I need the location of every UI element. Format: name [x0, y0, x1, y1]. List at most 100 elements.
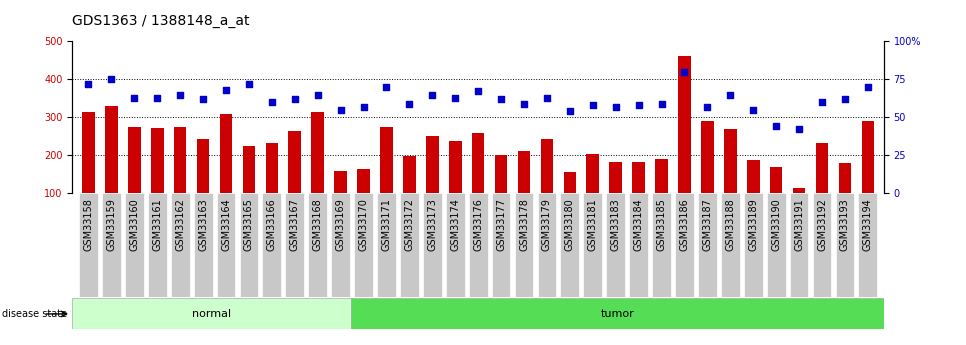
Bar [219, 114, 233, 231]
Point [746, 107, 761, 112]
Point [631, 102, 646, 108]
Bar [747, 160, 759, 231]
Point [127, 95, 142, 100]
Text: GSM33167: GSM33167 [290, 198, 299, 251]
Text: GSM33187: GSM33187 [702, 198, 712, 251]
FancyBboxPatch shape [240, 193, 258, 297]
Bar [678, 56, 691, 231]
Text: GSM33190: GSM33190 [771, 198, 781, 251]
Text: GSM33170: GSM33170 [358, 198, 369, 251]
Point [768, 124, 783, 129]
Text: GSM33158: GSM33158 [83, 198, 94, 251]
Point [103, 77, 119, 82]
Bar [289, 130, 301, 231]
Text: tumor: tumor [601, 309, 634, 319]
Point [699, 104, 715, 109]
FancyBboxPatch shape [698, 193, 717, 297]
Point [585, 102, 601, 108]
Bar [381, 127, 393, 231]
Text: GSM33168: GSM33168 [313, 198, 323, 251]
FancyBboxPatch shape [308, 193, 327, 297]
Text: GSM33171: GSM33171 [382, 198, 391, 251]
Point [860, 84, 875, 90]
FancyBboxPatch shape [859, 193, 877, 297]
Point [287, 96, 302, 102]
Bar [82, 111, 95, 231]
FancyBboxPatch shape [285, 193, 304, 297]
Text: GSM33183: GSM33183 [611, 198, 621, 251]
Text: GSM33161: GSM33161 [153, 198, 162, 251]
Point [447, 95, 463, 100]
Text: GSM33180: GSM33180 [565, 198, 575, 251]
Bar [311, 111, 324, 231]
Text: disease state: disease state [3, 309, 68, 319]
FancyBboxPatch shape [789, 193, 809, 297]
Bar [403, 156, 415, 231]
Bar [541, 139, 554, 231]
Point [470, 89, 486, 94]
Bar [724, 129, 737, 231]
Text: GSM33162: GSM33162 [175, 198, 185, 251]
Point [333, 107, 349, 112]
Bar [518, 151, 530, 231]
Point [173, 92, 188, 97]
Text: GSM33160: GSM33160 [129, 198, 139, 251]
Text: GSM33192: GSM33192 [817, 198, 827, 251]
Point [379, 84, 394, 90]
FancyBboxPatch shape [423, 193, 441, 297]
Bar [351, 298, 884, 329]
Bar [815, 143, 828, 231]
Point [838, 96, 853, 102]
FancyBboxPatch shape [400, 193, 419, 297]
Text: normal: normal [192, 309, 231, 319]
Text: GSM33188: GSM33188 [725, 198, 735, 251]
Bar [426, 136, 439, 231]
FancyBboxPatch shape [469, 193, 488, 297]
Text: GSM33159: GSM33159 [106, 198, 117, 251]
Bar [128, 127, 141, 231]
Point [539, 95, 554, 100]
Text: GSM33169: GSM33169 [335, 198, 346, 251]
Point [150, 95, 165, 100]
Point [310, 92, 326, 97]
FancyBboxPatch shape [79, 193, 98, 297]
Text: GSM33186: GSM33186 [679, 198, 690, 251]
Bar [357, 169, 370, 231]
Point [791, 127, 807, 132]
Bar [586, 154, 599, 231]
Bar [610, 162, 622, 231]
FancyBboxPatch shape [355, 193, 373, 297]
FancyBboxPatch shape [492, 193, 510, 297]
Point [355, 104, 371, 109]
Point [562, 108, 578, 114]
Bar [242, 146, 255, 231]
Point [494, 96, 509, 102]
FancyBboxPatch shape [560, 193, 580, 297]
Bar [174, 127, 186, 231]
FancyBboxPatch shape [537, 193, 556, 297]
Text: GDS1363 / 1388148_a_at: GDS1363 / 1388148_a_at [72, 13, 250, 28]
Bar [838, 163, 851, 231]
FancyBboxPatch shape [812, 193, 832, 297]
FancyBboxPatch shape [767, 193, 785, 297]
FancyBboxPatch shape [721, 193, 740, 297]
FancyBboxPatch shape [446, 193, 465, 297]
FancyBboxPatch shape [652, 193, 671, 297]
Text: GSM33164: GSM33164 [221, 198, 231, 251]
FancyBboxPatch shape [744, 193, 762, 297]
Text: GSM33163: GSM33163 [198, 198, 208, 251]
Bar [471, 133, 485, 231]
Point [264, 99, 279, 105]
Text: GSM33189: GSM33189 [749, 198, 758, 251]
FancyBboxPatch shape [515, 193, 533, 297]
Bar [449, 141, 462, 231]
Text: GSM33193: GSM33193 [839, 198, 850, 251]
Text: GSM33194: GSM33194 [863, 198, 873, 251]
Text: GSM33181: GSM33181 [587, 198, 598, 251]
Bar [793, 188, 806, 231]
FancyBboxPatch shape [194, 193, 213, 297]
Bar [633, 162, 645, 231]
Text: GSM33165: GSM33165 [244, 198, 254, 251]
Point [516, 101, 531, 106]
FancyBboxPatch shape [216, 193, 236, 297]
